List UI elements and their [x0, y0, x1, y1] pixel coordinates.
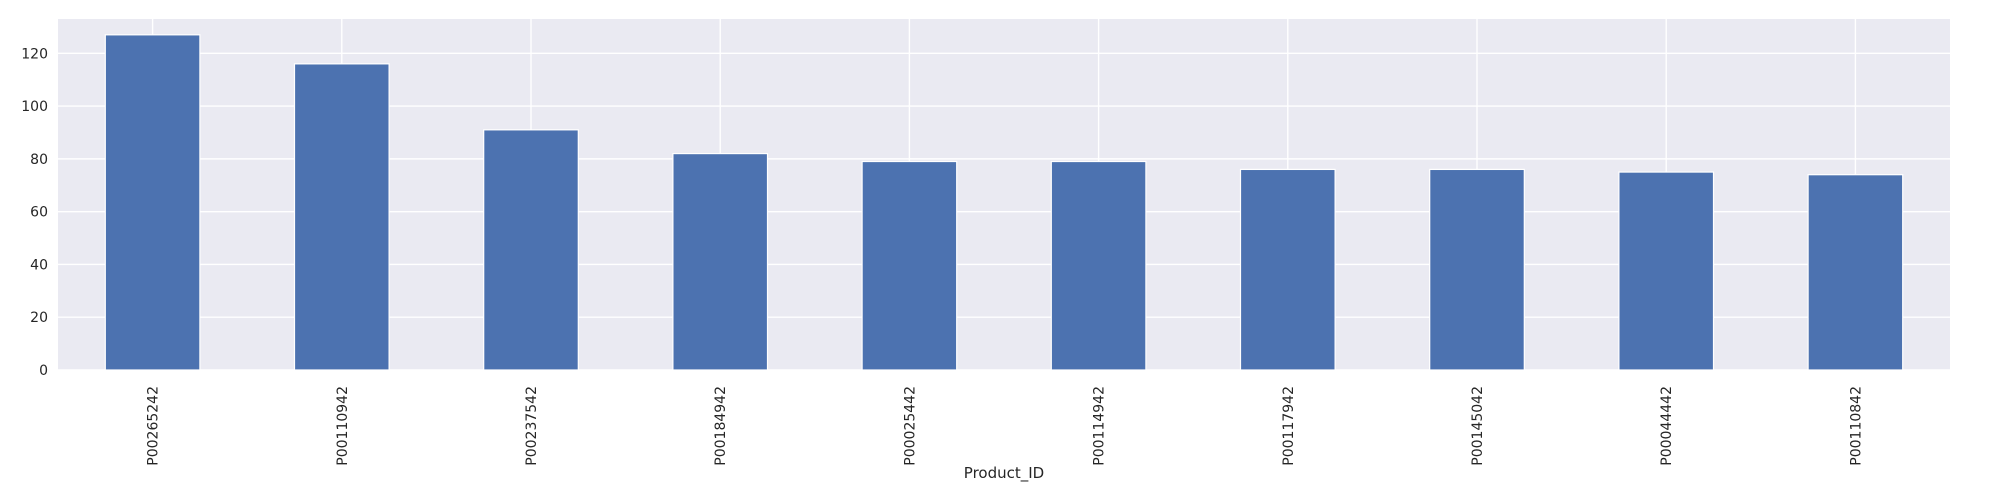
bar-P00044442 [1618, 171, 1715, 371]
y-tick-label: 60 [30, 205, 48, 221]
y-tick-label: 20 [30, 310, 48, 326]
bar-P00025442 [861, 160, 958, 371]
bars [104, 34, 1904, 371]
y-tick-label: 80 [30, 152, 48, 168]
x-tick-label: P00145042 [1470, 386, 1486, 466]
x-tick-label: P00114942 [1092, 386, 1108, 466]
y-tick-labels: 0 20 40 60 80 100 120 [21, 46, 48, 379]
x-tick-label: P00184942 [713, 386, 729, 466]
y-tick-label: 40 [30, 257, 48, 273]
x-axis-label: Product_ID [964, 464, 1044, 483]
bar-P00184942 [672, 152, 769, 371]
x-tick-label: P00025442 [902, 386, 918, 466]
bar-P00237542 [483, 129, 579, 371]
bar-P00114942 [1050, 160, 1147, 371]
x-tick-label: P00265242 [146, 386, 162, 466]
y-tick-label: 120 [21, 46, 48, 62]
x-tick-label: P00237542 [524, 386, 540, 466]
x-tick-labels: P00265242 P00110942 P00237542 P00184942 P000… [146, 386, 1865, 466]
y-tick-label: 0 [39, 363, 48, 379]
bar-P00145042 [1429, 168, 1525, 371]
bar-P00117942 [1239, 168, 1336, 371]
bar-P00110942 [293, 63, 390, 371]
x-tick-label: P00110842 [1848, 386, 1864, 466]
x-tick-label: P00117942 [1281, 386, 1297, 466]
y-tick-label: 100 [21, 99, 48, 115]
bar-P00110842 [1807, 174, 1904, 371]
x-tick-label: P00044442 [1659, 386, 1675, 466]
x-tick-label: P00110942 [335, 386, 351, 466]
bar-P00265242 [104, 34, 201, 371]
